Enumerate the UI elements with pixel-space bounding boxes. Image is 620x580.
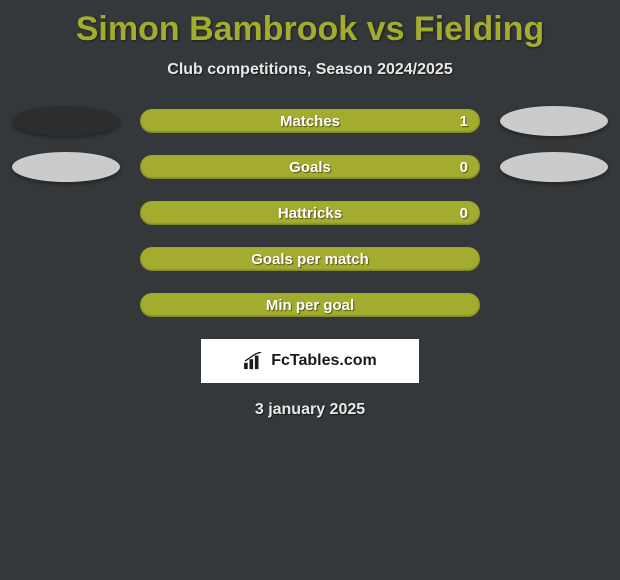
stat-bar: Hattricks 0	[140, 201, 480, 225]
stat-label: Min per goal	[266, 297, 354, 314]
logo-text: FcTables.com	[271, 352, 377, 370]
bar-chart-icon	[243, 352, 265, 370]
stat-label: Hattricks	[278, 205, 342, 222]
ellipse-left	[12, 152, 120, 182]
stat-bar: Matches 1	[140, 109, 480, 133]
date-label: 3 january 2025	[0, 401, 620, 419]
ellipse-right	[500, 152, 608, 182]
stat-label: Goals	[289, 159, 331, 176]
stat-bar: Min per goal	[140, 293, 480, 317]
stat-row-goals-per-match: Goals per match	[0, 247, 620, 271]
subtitle: Club competitions, Season 2024/2025	[0, 61, 620, 79]
stats-container: Matches 1 Goals 0 Hattricks 0 Goals per …	[0, 109, 620, 317]
stat-value: 0	[460, 159, 468, 176]
stat-row-goals: Goals 0	[0, 155, 620, 179]
stat-value: 1	[460, 113, 468, 130]
stat-bar: Goals 0	[140, 155, 480, 179]
page-title: Simon Bambrook vs Fielding	[0, 0, 620, 49]
ellipse-right	[500, 106, 608, 136]
stat-value: 0	[460, 205, 468, 222]
stat-label: Goals per match	[251, 251, 369, 268]
stat-row-hattricks: Hattricks 0	[0, 201, 620, 225]
stat-row-min-per-goal: Min per goal	[0, 293, 620, 317]
stat-label: Matches	[280, 113, 340, 130]
stat-bar: Goals per match	[140, 247, 480, 271]
ellipse-left	[12, 106, 120, 136]
logo-box[interactable]: FcTables.com	[201, 339, 419, 383]
stat-row-matches: Matches 1	[0, 109, 620, 133]
